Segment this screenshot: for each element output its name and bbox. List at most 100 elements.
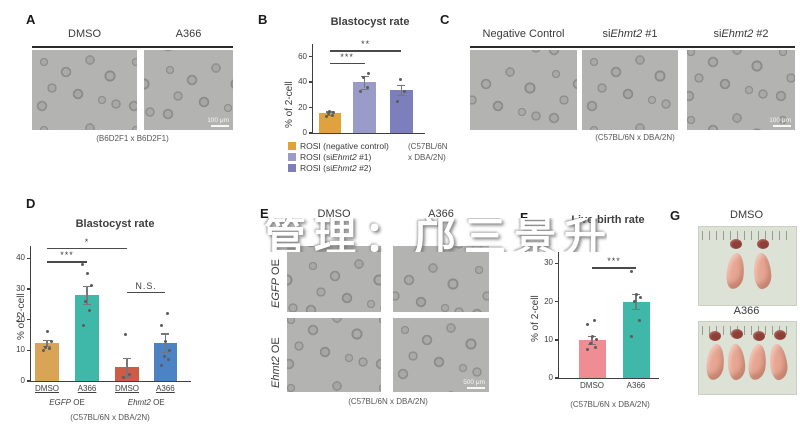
data-point — [124, 333, 128, 337]
placenta — [730, 239, 742, 249]
pup — [752, 252, 773, 290]
x-axis-label: A366 — [156, 384, 175, 393]
data-point — [634, 292, 638, 296]
panel-d-chart-title: Blastocyst rate — [75, 218, 155, 230]
micro-image-c-negative-control — [470, 50, 577, 130]
micro-image-c-siehmt2-1 — [582, 50, 678, 130]
text-segment: ROSI (si — [300, 151, 333, 162]
data-point — [398, 78, 402, 82]
y-axis-tick-label: 0 — [548, 373, 553, 382]
y-axis-tick — [27, 380, 31, 382]
data-point — [162, 354, 166, 358]
significance-line — [592, 267, 636, 269]
panel-b-strain-note: (C57BL/6N x DBA/2N) — [408, 141, 448, 163]
y-axis-tick — [27, 288, 31, 290]
bar — [75, 295, 99, 381]
data-point — [365, 85, 369, 89]
significance-label: *** — [60, 250, 74, 261]
panel-e-row-ehmt2-oe: Ehmt2 OE — [270, 337, 282, 388]
bar — [622, 301, 650, 378]
error-bar — [591, 336, 593, 344]
panel-b-legend: ROSI (negative control) ROSI (siEhmt2 #1)… — [288, 140, 389, 173]
data-point — [593, 345, 597, 349]
significance-line — [329, 50, 402, 52]
y-axis-tick-label: 0 — [302, 128, 307, 137]
data-point — [81, 324, 85, 328]
bar — [318, 113, 341, 133]
x-axis-label: DMSO — [35, 384, 59, 393]
text-segment: si — [713, 28, 722, 40]
error-bar-cap — [123, 376, 131, 378]
text-segment: EGFP — [49, 398, 71, 407]
x-axis-label: A366 — [77, 384, 97, 393]
text-segment: #1) — [356, 151, 372, 162]
text-segment: Ehmt2 — [332, 151, 357, 162]
x-axis-label: DMSO — [115, 384, 139, 393]
panel-e-caption: (C57BL/6N x DBA/2N) — [348, 397, 428, 406]
text-segment: OE — [270, 337, 282, 357]
text-segment: si — [602, 28, 611, 40]
panel-d-caption: (C57BL/6N x DBA/2N) — [70, 413, 150, 422]
panel-a-col-dmso: DMSO — [68, 28, 101, 40]
text-segment: Ehmt2 — [127, 398, 151, 407]
y-axis-tick-label: 30 — [544, 258, 553, 268]
y-axis-tick — [27, 257, 31, 259]
panel-c-header-rule — [470, 46, 795, 48]
y-axis-tick — [555, 339, 559, 341]
y-axis-tick — [555, 377, 559, 379]
significance-label: ** — [361, 39, 371, 50]
data-point — [160, 364, 164, 368]
data-point — [586, 347, 590, 351]
placenta — [753, 331, 765, 341]
data-point — [324, 114, 328, 118]
error-bar — [164, 333, 167, 352]
panel-b-chart-title: Blastocyst rate — [330, 16, 410, 28]
micro-image-c-siehmt2-2: 100 μm — [687, 50, 795, 130]
y-axis-tick-label: 0 — [20, 376, 25, 385]
panel-c-caption: (C57BL/6N x DBA/2N) — [595, 133, 675, 142]
text-segment: Ehmt2 — [610, 28, 643, 40]
error-bar-cap — [43, 339, 51, 341]
data-point — [81, 262, 85, 266]
micro-image-a-a366: 100 μm — [144, 50, 233, 130]
significance-label: N.S. — [135, 281, 157, 292]
data-point — [630, 334, 634, 338]
panel-b-strain-note-line1: (C57BL/6N — [408, 142, 448, 151]
x-axis-label: DMSO — [580, 381, 604, 390]
data-point — [595, 338, 599, 342]
pup — [768, 343, 789, 381]
panel-b-strain-note-line2: x DBA/2N) — [408, 153, 446, 162]
pup — [727, 343, 746, 381]
panel-f-bar-plot: 0 10 20 30 DMSO A366 *** — [544, 252, 659, 390]
panel-e-col-dmso: DMSO — [317, 208, 351, 220]
text-segment: EGFP — [270, 278, 282, 308]
pup-photo-dmso — [698, 226, 797, 306]
panel-f-chart-title: Live-birth rate — [571, 214, 645, 226]
bar — [578, 339, 606, 378]
text-segment: Ehmt2 — [332, 162, 357, 173]
text-segment: Negative Control — [482, 28, 565, 40]
x-axis-group-label: Ehmt2 OE — [111, 398, 181, 407]
panel-c-label: C — [440, 12, 450, 27]
error-bar-cap — [161, 351, 170, 354]
panel-b-label: B — [258, 12, 268, 27]
placenta — [774, 330, 786, 340]
data-point — [326, 112, 330, 116]
data-point — [396, 99, 400, 103]
panel-g-photo-a366-label: A366 — [733, 305, 760, 317]
data-point — [359, 89, 363, 93]
placenta — [731, 329, 743, 339]
error-bar-cap — [397, 94, 406, 97]
legend-item: ROSI (negative control) — [288, 140, 389, 151]
error-bar-cap — [360, 88, 369, 90]
y-axis-tick — [309, 132, 313, 134]
legend-item: ROSI (siEhmt2 #1) — [288, 151, 389, 162]
panel-a-label: A — [26, 12, 36, 27]
y-axis-tick — [309, 56, 313, 58]
data-point — [328, 109, 332, 113]
data-point — [165, 312, 169, 315]
data-point — [89, 284, 93, 288]
y-axis-tick-label: 10 — [16, 345, 25, 355]
panel-e-row-egfp-oe: EGFP OE — [270, 259, 282, 308]
y-axis-tick-label: 40 — [16, 253, 25, 263]
